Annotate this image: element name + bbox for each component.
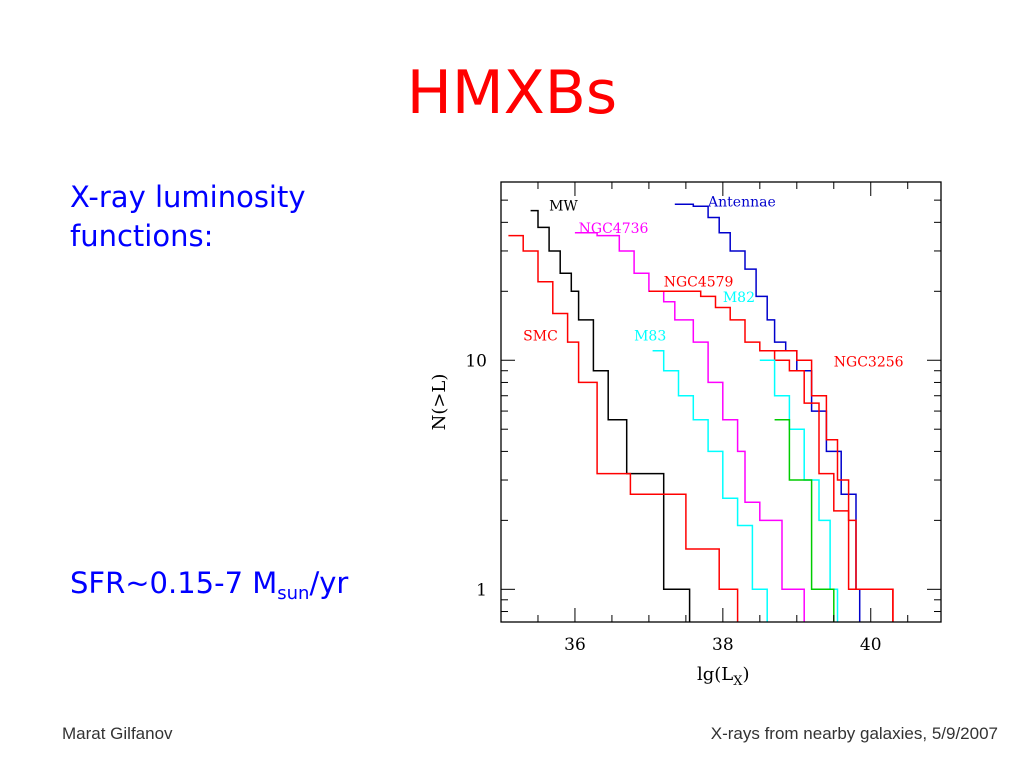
sfr-suffix: /yr bbox=[309, 566, 349, 600]
x-tick-label: 38 bbox=[712, 635, 734, 655]
series-label-m83: M83 bbox=[634, 328, 666, 344]
footer-author: Marat Gilfanov bbox=[62, 724, 173, 743]
series-label-antennae: Antennae bbox=[707, 194, 776, 210]
y-tick-label: 10 bbox=[465, 351, 487, 371]
x-axis-label: lg(LX) bbox=[697, 664, 750, 689]
series-line-ngc3256 bbox=[767, 350, 894, 622]
sfr-prefix: SFR~0.15-7 M bbox=[70, 566, 278, 600]
tick-layer: 36 38 40 1 10 bbox=[465, 182, 941, 655]
series-line-mw bbox=[530, 209, 691, 622]
bullet-luminosity-functions-text: X-ray luminosity functions: bbox=[70, 180, 306, 253]
footer-event: X-rays from nearby galaxies, 5/9/2007 bbox=[710, 724, 998, 743]
series-line-series-8 bbox=[774, 418, 835, 622]
series-label-m82: M82 bbox=[723, 290, 755, 306]
slide-title: HMXBs bbox=[406, 58, 618, 128]
series-line-smc bbox=[508, 234, 739, 622]
series-line-m83 bbox=[652, 350, 768, 622]
plot-frame bbox=[500, 181, 942, 623]
series-label-ngc4736: NGC4736 bbox=[579, 221, 649, 237]
series-label-mw: MW bbox=[549, 199, 578, 215]
series-layer bbox=[508, 203, 894, 622]
series-line-ngc4736 bbox=[574, 232, 805, 622]
y-axis-label: N(>L) bbox=[429, 374, 450, 431]
x-tick-label: 36 bbox=[564, 635, 586, 655]
series-line-antennae bbox=[674, 203, 861, 622]
bullet-luminosity-functions: X-ray luminosity functions: bbox=[70, 178, 370, 256]
series-label-ngc4579: NGC4579 bbox=[664, 274, 734, 290]
series-label-ngc3256: NGC3256 bbox=[834, 354, 904, 370]
x-tick-label: 40 bbox=[860, 635, 882, 655]
y-tick-label: 1 bbox=[476, 580, 487, 600]
sfr-subscript: sun bbox=[277, 583, 310, 604]
bullet-sfr: SFR~0.15-7 Msun/yr bbox=[70, 564, 348, 613]
series-label-smc: SMC bbox=[523, 328, 558, 344]
